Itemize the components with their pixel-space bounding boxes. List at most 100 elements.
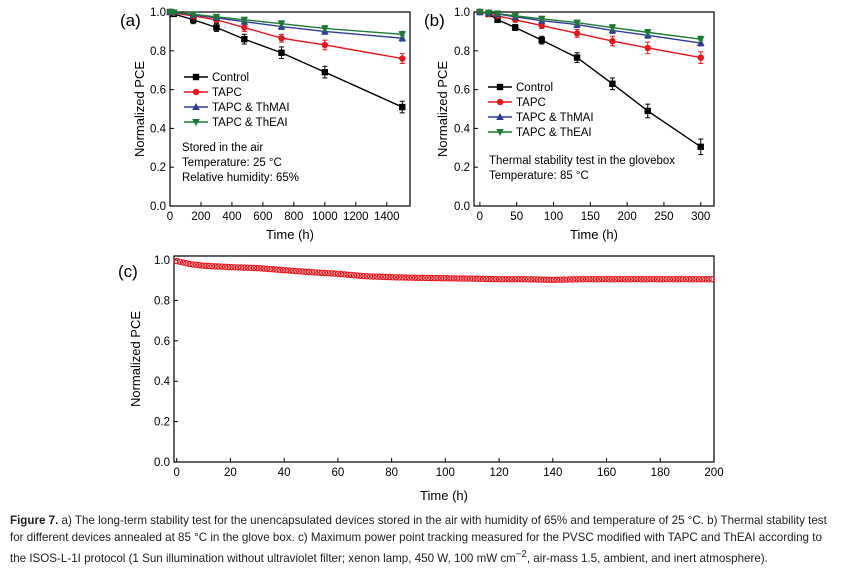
plot-frame (173, 255, 715, 463)
y-tick-label: 0.2 (150, 162, 166, 174)
data-point (331, 270, 338, 277)
data-point (408, 274, 416, 281)
x-tick-label: 50 (510, 211, 523, 223)
legend-label: TAPC (212, 87, 242, 99)
data-point (538, 22, 545, 29)
annotation-text: Temperature: 25 °C (182, 157, 282, 169)
data-point (586, 276, 593, 283)
data-point (402, 274, 409, 281)
x-tick-label: 100 (544, 211, 563, 223)
data-point (557, 276, 564, 283)
data-point (547, 276, 554, 283)
x-tick-label: 200 (618, 211, 637, 223)
x-axis-label: Time (h) (570, 227, 618, 242)
data-point (241, 24, 248, 31)
data-point (644, 276, 651, 283)
data-point (550, 276, 558, 284)
data-point (511, 276, 519, 283)
annotation-text: Relative humidity: 65% (182, 172, 299, 184)
legend-label: Control (516, 82, 553, 94)
legend-label: Control (212, 72, 249, 84)
y-tick-label: 0.6 (150, 85, 166, 97)
data-point (254, 264, 261, 272)
data-point (573, 30, 581, 37)
y-tick-label: 1.0 (454, 7, 470, 19)
data-point (234, 264, 242, 271)
x-tick-label: 0 (167, 211, 173, 223)
data-point (686, 276, 693, 283)
data-point (431, 274, 438, 282)
data-point (276, 266, 284, 274)
data-point (524, 276, 532, 283)
data-point (512, 24, 519, 31)
data-point (582, 276, 590, 283)
data-point (484, 9, 493, 17)
y-tick-label: 0.4 (454, 123, 471, 135)
data-point (213, 24, 220, 31)
data-point (666, 276, 674, 283)
data-point (599, 276, 606, 283)
legend-label: TAPC (516, 97, 546, 109)
x-tick-label: 0 (173, 467, 179, 479)
data-point (341, 271, 348, 278)
data-point (476, 9, 484, 16)
data-point (305, 268, 313, 276)
data-point (653, 276, 661, 283)
data-point (241, 264, 248, 271)
data-point (357, 272, 364, 280)
x-tick-label: 60 (331, 467, 344, 479)
data-point (592, 276, 599, 283)
data-point (609, 37, 616, 45)
x-axis-label: Time (h) (420, 488, 468, 503)
data-point (434, 274, 442, 282)
data-point (337, 270, 345, 278)
panel-label: (a) (120, 11, 141, 30)
data-point (697, 54, 704, 61)
data-point (399, 55, 406, 62)
data-point (466, 275, 474, 282)
data-point (537, 15, 546, 23)
data-point (334, 270, 342, 277)
data-point (538, 36, 545, 44)
data-point (570, 276, 577, 283)
x-tick-label: 80 (385, 467, 398, 479)
data-point (537, 276, 545, 283)
data-point (576, 276, 583, 283)
figure-caption: Figure 7. a) The long-term stability tes… (10, 512, 836, 567)
x-tick-label: 600 (253, 211, 272, 223)
x-tick-label: 1000 (312, 211, 338, 223)
data-point (595, 276, 603, 283)
x-tick-label: 250 (654, 211, 673, 223)
data-point (495, 276, 503, 283)
data-point (515, 276, 522, 283)
data-point (202, 262, 209, 270)
caption-label: Figure 7. (10, 514, 59, 527)
data-point (376, 273, 383, 280)
data-point (650, 276, 658, 283)
data-point (328, 270, 335, 277)
legend-label: TAPC & ThEAI (516, 127, 592, 139)
data-point (321, 41, 329, 49)
data-point (278, 49, 285, 56)
data-point (308, 269, 316, 276)
data-point (415, 274, 422, 282)
data-point (315, 269, 322, 276)
x-tick-label: 140 (543, 467, 562, 479)
caption-superscript: −2 (515, 549, 527, 560)
data-point (386, 273, 393, 281)
data-point (566, 276, 574, 283)
data-point (705, 276, 712, 283)
data-point (482, 275, 490, 283)
y-axis-label: Normalized PCE (128, 311, 143, 407)
y-tick-label: 0.2 (454, 162, 470, 174)
panel-label: (b) (424, 11, 445, 30)
data-point (521, 276, 529, 283)
y-tick-label: 0.2 (154, 417, 170, 429)
data-point (673, 276, 680, 283)
legend-marker (496, 113, 504, 120)
data-point (244, 264, 251, 271)
y-tick-label: 0.0 (154, 457, 170, 469)
data-point (470, 275, 477, 282)
data-point (173, 257, 180, 265)
data-point (240, 16, 249, 24)
